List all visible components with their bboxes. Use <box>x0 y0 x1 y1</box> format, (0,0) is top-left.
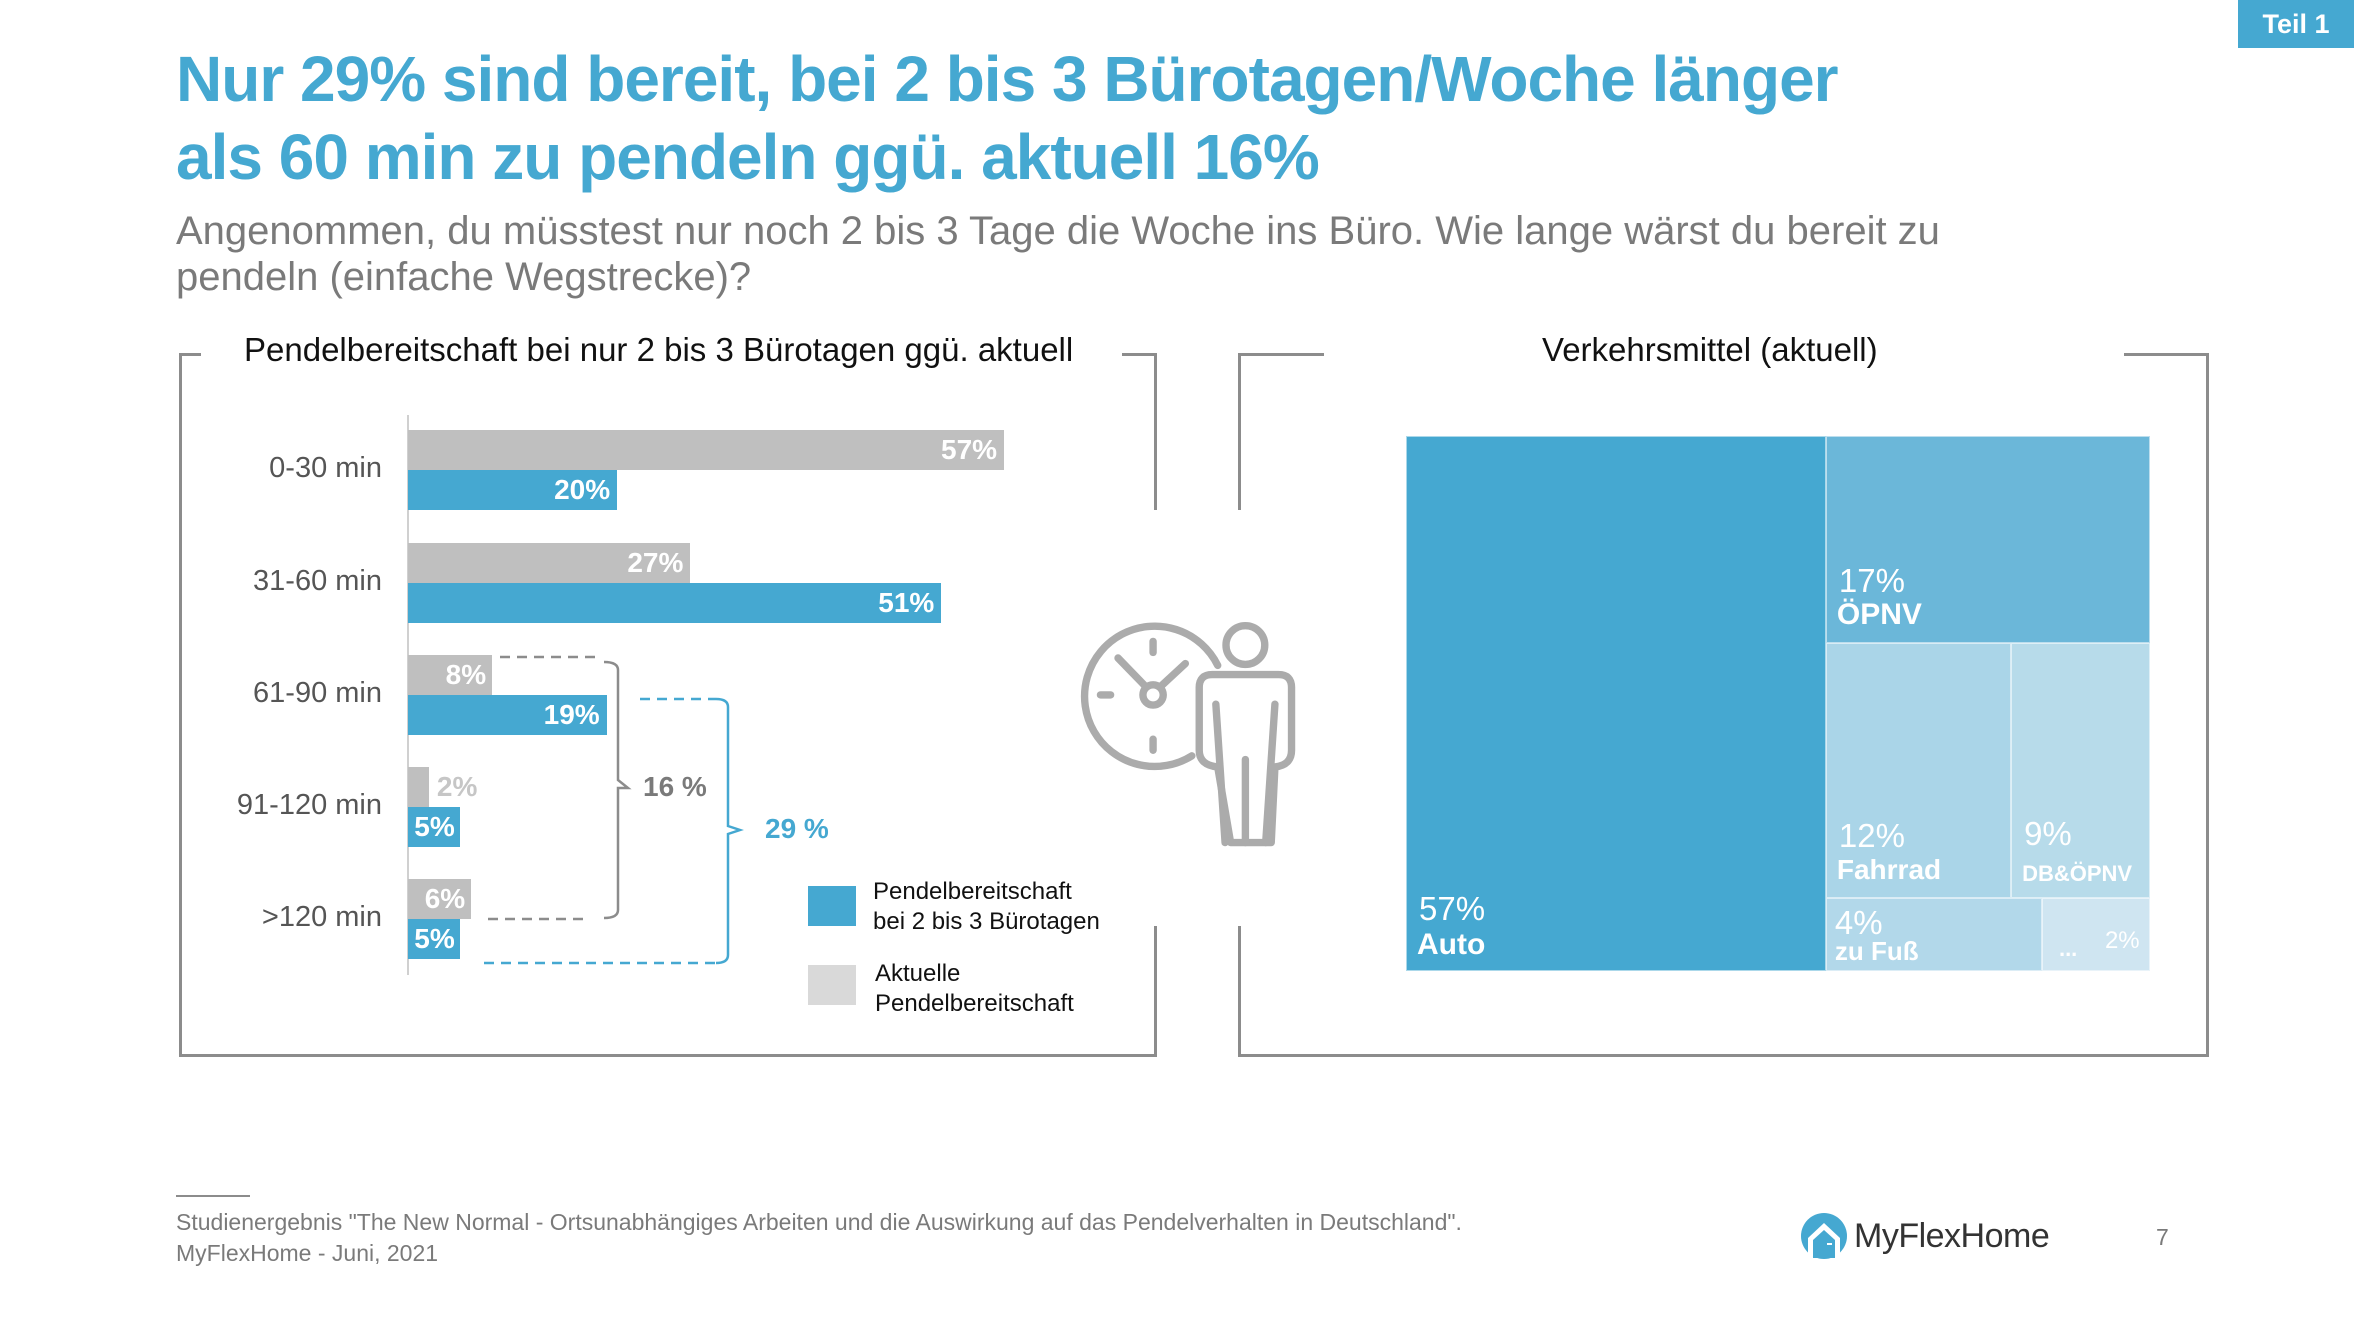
legend-label-current: Aktuelle Pendelbereitschaft <box>875 959 1074 1019</box>
treemap-value-label: 9% <box>2024 815 2072 853</box>
bar-current <box>408 879 471 919</box>
bar-future <box>408 583 942 623</box>
category-label: 91-120 min <box>236 789 382 821</box>
legend-label-line: Aktuelle <box>875 960 961 987</box>
legend-swatch-current <box>808 965 856 1005</box>
survey-question: Angenommen, du müsstest nur noch 2 bis 3… <box>176 208 2176 300</box>
legend-label-line: bei 2 bis 3 Bürotagen <box>873 908 1100 935</box>
treemap-cell: 17% ÖPNV <box>1825 436 2150 643</box>
brand-logo: MyFlexHome <box>1800 1212 2050 1260</box>
survey-question-line-1: Angenommen, du müsstest nur noch 2 bis 3… <box>176 209 1940 253</box>
page-title-line-2: als 60 min zu pendeln ggü. aktuell 16% <box>176 121 1320 193</box>
bar-current <box>408 543 691 583</box>
treemap-cell: 12% Fahrrad <box>1825 642 2012 899</box>
bar-label-future: 5% <box>414 923 455 954</box>
treemap-category-label: Fahrrad <box>1836 854 1942 886</box>
bar-future <box>408 470 618 510</box>
frame-line <box>1238 1054 2209 1057</box>
survey-question-line-2: pendeln (einfache Wegstrecke)? <box>176 255 752 299</box>
bar-future <box>408 695 607 735</box>
treemap-category-label: ÖPNV <box>1836 597 1922 631</box>
bar-label-future: 20% <box>554 474 611 505</box>
bar-future <box>408 919 461 959</box>
right-chart-title: Verkehrsmittel (aktuell) <box>1542 331 1878 368</box>
bracket-future <box>715 697 744 965</box>
legend-label-future: Pendelbereitschaft bei 2 bis 3 Bürotagen <box>873 877 1100 937</box>
sum-label-future: 29 % <box>765 813 829 844</box>
legend-label-line: Pendelbereitschaft <box>875 990 1074 1017</box>
footer-source-line-1: Studienergebnis "The New Normal - Ortsun… <box>176 1209 1462 1235</box>
category-label: 31-60 min <box>253 565 382 597</box>
page-title-line-1: Nur 29% sind bereit, bei 2 bis 3 Bürotag… <box>176 43 1839 115</box>
treemap-cell: 9% DB&ÖPNV <box>2011 642 2150 899</box>
category-label: >120 min <box>261 901 382 933</box>
brand-logo-text: MyFlexHome <box>1854 1216 2050 1255</box>
treemap-value-label: 57% <box>1419 890 1486 927</box>
footer-divider <box>176 1195 250 1197</box>
frame-line <box>2124 353 2208 356</box>
treemap-category-label: Auto <box>1417 928 1486 961</box>
page-number: 7 <box>2156 1224 2169 1250</box>
treemap-category-label: ... <box>2058 935 2078 961</box>
bar-label-future: 51% <box>878 587 935 618</box>
treemap: 57% Auto 17% ÖPNV 12% Fahrrad 9% DB&ÖPNV 4% zu Fu… <box>1406 436 2150 971</box>
treemap-value-label: 12% <box>1838 817 1905 855</box>
bar-label-current: 57% <box>941 434 998 465</box>
bar-label-current: 6% <box>424 883 466 914</box>
bar-label-current: 8% <box>445 659 487 690</box>
frame-line <box>179 353 201 356</box>
category-label: 61-90 min <box>253 677 382 709</box>
category-label: 0-30 min <box>269 452 382 484</box>
frame-line <box>1122 353 1156 356</box>
treemap-category-label: zu Fuß <box>1834 935 1919 966</box>
bar-label-current: 2% <box>436 771 478 802</box>
frame-line <box>2206 353 2209 1057</box>
frame-line <box>1238 926 1241 1057</box>
frame-line <box>1154 926 1157 1057</box>
bar-label-current: 27% <box>627 547 684 578</box>
bar-current <box>408 655 492 695</box>
footer-source: Studienergebnis "The New Normal - Ortsun… <box>176 1207 1462 1269</box>
bracket-current <box>603 660 632 920</box>
frame-line <box>179 353 182 1057</box>
treemap-value-label: 4% <box>1834 903 1883 941</box>
bar-label-future: 5% <box>414 811 455 842</box>
page-title: Nur 29% sind bereit, bei 2 bis 3 Bürotag… <box>176 40 2176 196</box>
frame-line <box>1238 353 1241 510</box>
legend-swatch-future <box>808 886 856 926</box>
treemap-cell: 57% Auto <box>1406 436 1826 971</box>
treemap-category-label: DB&ÖPNV <box>2022 861 2133 887</box>
bar-label-future: 19% <box>543 699 600 730</box>
bar-current <box>408 767 429 807</box>
treemap-value-label: 2% <box>2104 926 2140 954</box>
treemap-cell: 2%... <box>2041 898 2150 971</box>
frame-line <box>1154 353 1157 510</box>
bar-current <box>408 430 1004 470</box>
legend-label-line: Pendelbereitschaft <box>873 878 1072 905</box>
footer-source-line-2: MyFlexHome - Juni, 2021 <box>176 1240 439 1266</box>
sum-label-current: 16 % <box>643 771 707 802</box>
house-icon <box>1801 1213 1847 1259</box>
section-badge: Teil 1 <box>2238 0 2354 48</box>
treemap-cell: 4% zu Fuß <box>1825 898 2042 971</box>
clock-person-icon <box>1080 622 1296 847</box>
frame-line <box>1238 353 1324 356</box>
left-chart-title: Pendelbereitschaft bei nur 2 bis 3 Bürot… <box>244 331 1074 368</box>
bar-future <box>408 807 461 847</box>
frame-line <box>179 1054 1157 1057</box>
treemap-value-label: 17% <box>1838 561 1905 599</box>
